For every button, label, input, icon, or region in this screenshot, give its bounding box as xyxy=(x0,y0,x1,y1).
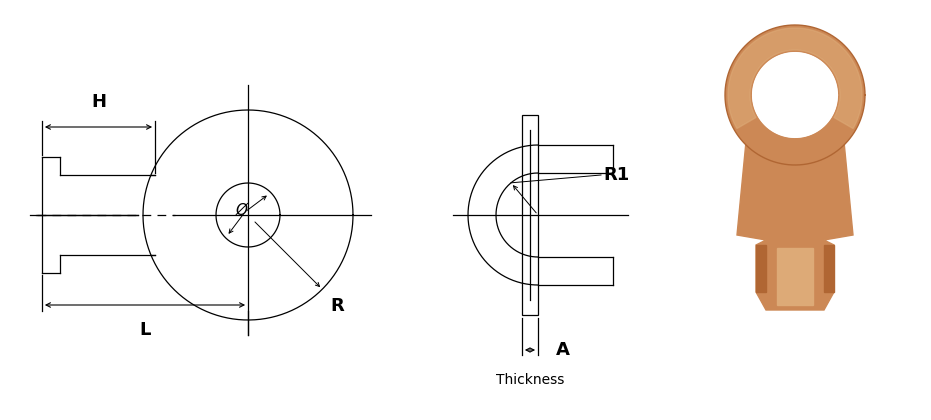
Text: L: L xyxy=(140,321,151,339)
Text: H: H xyxy=(91,93,106,111)
Polygon shape xyxy=(824,245,834,292)
Polygon shape xyxy=(737,100,853,310)
Text: Thickness: Thickness xyxy=(496,373,564,387)
Polygon shape xyxy=(777,248,813,305)
Polygon shape xyxy=(725,25,865,165)
Text: A: A xyxy=(556,341,570,359)
Text: R1: R1 xyxy=(603,166,629,184)
Polygon shape xyxy=(728,28,862,129)
Text: R: R xyxy=(331,297,344,315)
Text: Ø: Ø xyxy=(236,202,248,218)
Bar xyxy=(522,115,538,315)
Polygon shape xyxy=(756,245,766,292)
Circle shape xyxy=(753,53,837,137)
